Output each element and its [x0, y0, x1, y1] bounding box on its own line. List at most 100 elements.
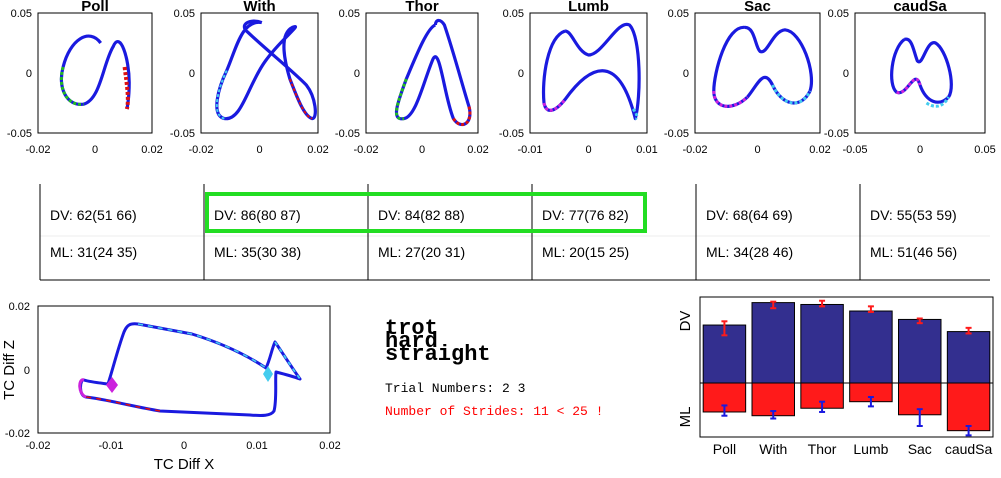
tc-xtick: 0 [181, 440, 187, 452]
panel-ytick: 0 [189, 68, 195, 80]
panel-ytick: 0 [843, 68, 849, 80]
panel-title: Sac [744, 0, 771, 15]
panel-frame [529, 12, 648, 134]
trajectory-trace [890, 37, 953, 104]
tc-xtick: -0.02 [25, 440, 50, 452]
bar-chart: Poll With Thor Lumb Sac caudSa DV ML [677, 296, 994, 457]
panel-ytick: 0.05 [503, 8, 524, 20]
category-label: Sac [908, 441, 932, 457]
ylabel-dv: DV [677, 311, 694, 332]
panel-frame [200, 12, 319, 134]
trajectory-segment [925, 96, 950, 108]
panel-title: Poll [81, 0, 109, 15]
panel-xtick: 0.02 [467, 144, 488, 156]
trajectory-trace [215, 19, 317, 121]
panel-ytick: -0.05 [335, 128, 360, 140]
panel-ytick: 0.05 [11, 8, 32, 20]
ylabel-ml: ML [677, 407, 694, 428]
panel-frame [365, 12, 479, 134]
panel-xtick: 0.02 [141, 144, 162, 156]
panel-xtick: -0.02 [188, 144, 213, 156]
category-label: Thor [808, 441, 837, 457]
stats-ml: ML: 20(15 25) [542, 244, 629, 260]
trajectory-segment [288, 78, 313, 120]
panel-xtick: 0 [754, 144, 760, 156]
stats-ml: ML: 51(46 56) [870, 244, 957, 260]
category-label: With [759, 441, 787, 457]
trajectory-segment [395, 78, 408, 121]
tc-trajectory-overlay [78, 378, 87, 399]
stats-dv: DV: 86(80 87) [214, 207, 301, 223]
trajectory-trace [712, 25, 813, 108]
category-label: caudSa [945, 441, 993, 457]
tc-trajectory-overlay [274, 341, 301, 380]
stats-dv: DV: 55(53 59) [870, 207, 957, 223]
stats-ml: ML: 31(24 35) [50, 244, 137, 260]
trajectory-segment [542, 98, 567, 112]
panel-xtick: -0.02 [25, 144, 50, 156]
stats-ml: ML: 35(30 38) [214, 244, 301, 260]
panel-ytick: -0.05 [824, 128, 849, 140]
category-label: Lumb [853, 441, 888, 457]
bar-chart-frame [699, 296, 994, 438]
panel-ytick: -0.05 [499, 128, 524, 140]
dv-bar-sac [898, 318, 942, 384]
stats-panel: DV: 62(51 66) ML: 31(24 35) DV: 86(80 87… [39, 184, 990, 281]
panel-xtick: 0.02 [809, 144, 830, 156]
tc-ytick: 0 [24, 365, 30, 377]
panel-ytick: 0 [518, 68, 524, 80]
trajectory-panel-with: With 0.05 0 -0.05 -0.02 0 0.02 [170, 0, 329, 156]
tc-trajectory-overlay [137, 323, 267, 369]
diamond-marker [106, 377, 118, 393]
condition-line: hard [385, 329, 438, 354]
panel-title: Lumb [568, 0, 609, 15]
ml-bar-caudsa [946, 382, 991, 432]
stats-dv: DV: 84(82 88) [378, 207, 465, 223]
panel-xtick: 0 [419, 144, 425, 156]
panel-xtick: -0.01 [517, 144, 542, 156]
panel-ytick: 0.05 [828, 8, 849, 20]
trajectory-segment [895, 77, 922, 95]
trajectory-trace [394, 18, 472, 127]
trajectory-panels: Poll 0.05 0 -0.05 -0.02 0 0.02 With 0.05 0 -0.05 -0… [7, 0, 996, 156]
trajectory-panel-thor: Thor 0.05 0 -0.05 -0.02 0 0.02 [335, 0, 489, 156]
panel-title: With [243, 0, 275, 15]
panel-ytick: 0.05 [339, 8, 360, 20]
panel-frame [37, 12, 153, 134]
panel-xtick: 0.01 [636, 144, 657, 156]
stats-dv: DV: 77(76 82) [542, 207, 629, 223]
tc-xtick: 0.02 [319, 440, 340, 452]
tc-plot-frame [37, 305, 331, 434]
trajectory-segment [771, 84, 812, 105]
trajectory-segment [215, 70, 228, 120]
panel-ytick: -0.05 [7, 128, 32, 140]
dv-bar-lumb [849, 310, 893, 384]
tc-diff-plot: 0.02 0 -0.02 -0.02 -0.01 0 0.01 0.02 TC … [1, 301, 341, 473]
panel-ytick: 0.05 [174, 8, 195, 20]
panel-title: caudSa [893, 0, 947, 15]
stats-ml: ML: 34(28 46) [706, 244, 793, 260]
panel-xtick: -0.02 [682, 144, 707, 156]
trajectory-segment [631, 107, 639, 121]
panel-ytick: -0.05 [170, 128, 195, 140]
trajectory-trace [541, 22, 641, 121]
panel-title: Thor [405, 0, 438, 15]
panel-frame [694, 12, 821, 134]
trajectory-panel-sac: Sac 0.05 0 -0.05 -0.02 0 0.02 [664, 0, 831, 156]
trajectory-segment [122, 66, 130, 110]
panel-xtick: 0 [917, 144, 923, 156]
condition-line: straight [385, 342, 491, 367]
trajectory-segment [59, 66, 84, 106]
trajectory-segment [712, 90, 749, 108]
panel-xtick: 0.05 [974, 144, 995, 156]
highlight-box [205, 192, 647, 233]
panel-ytick: 0 [26, 68, 32, 80]
trajectory-panel-lumb: Lumb 0.05 0 -0.05 -0.01 0 0.01 [499, 0, 658, 156]
category-label: Poll [713, 441, 736, 457]
tc-ytick: 0.02 [9, 301, 30, 313]
tc-xtick: 0.01 [246, 440, 267, 452]
panel-xtick: 0.02 [307, 144, 328, 156]
tc-xtick: -0.01 [98, 440, 123, 452]
panel-xtick: 0 [92, 144, 98, 156]
